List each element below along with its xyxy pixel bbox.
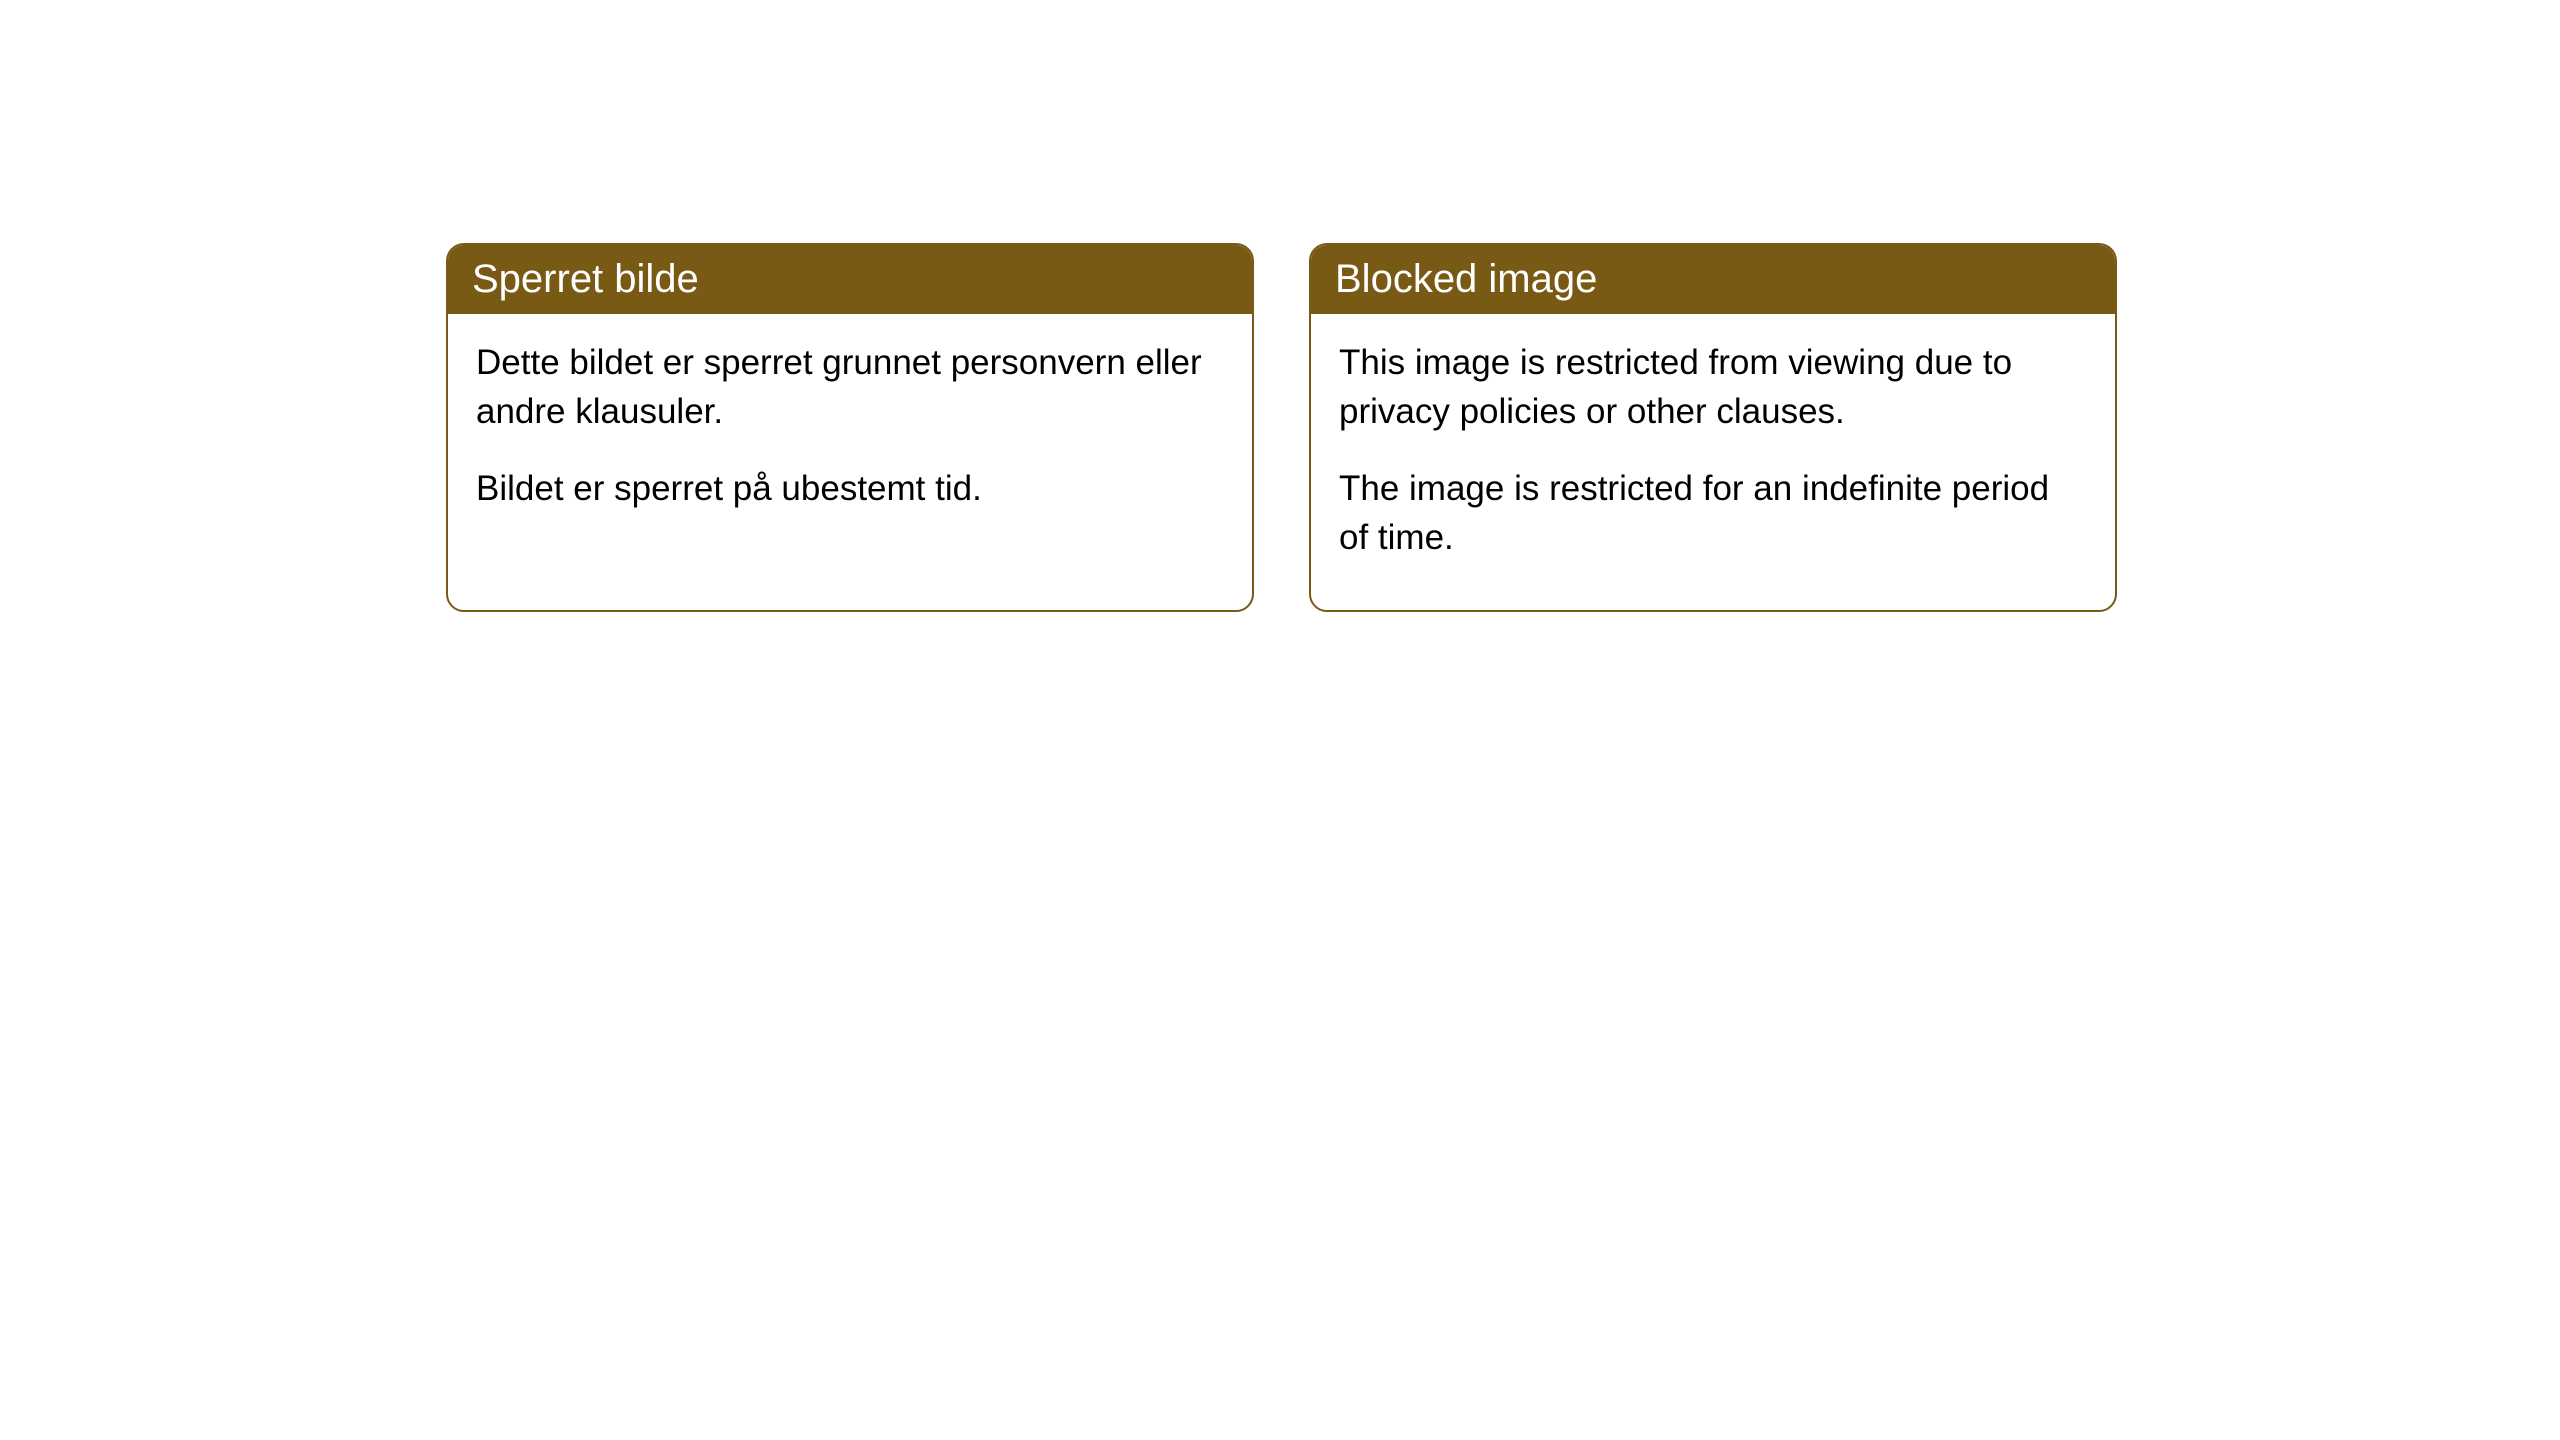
card-paragraph: The image is restricted for an indefinit… — [1339, 464, 2087, 562]
card-paragraph: This image is restricted from viewing du… — [1339, 338, 2087, 436]
card-paragraph: Bildet er sperret på ubestemt tid. — [476, 464, 1224, 513]
card-body-english: This image is restricted from viewing du… — [1311, 314, 2115, 610]
card-header-norwegian: Sperret bilde — [448, 245, 1252, 314]
card-norwegian: Sperret bilde Dette bildet er sperret gr… — [446, 243, 1254, 612]
card-english: Blocked image This image is restricted f… — [1309, 243, 2117, 612]
card-body-norwegian: Dette bildet er sperret grunnet personve… — [448, 314, 1252, 561]
cards-container: Sperret bilde Dette bildet er sperret gr… — [446, 243, 2117, 612]
card-paragraph: Dette bildet er sperret grunnet personve… — [476, 338, 1224, 436]
card-header-english: Blocked image — [1311, 245, 2115, 314]
